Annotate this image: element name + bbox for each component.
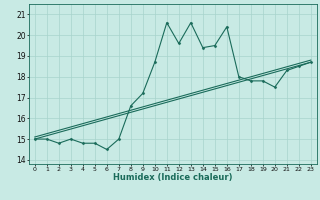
X-axis label: Humidex (Indice chaleur): Humidex (Indice chaleur) <box>113 173 233 182</box>
